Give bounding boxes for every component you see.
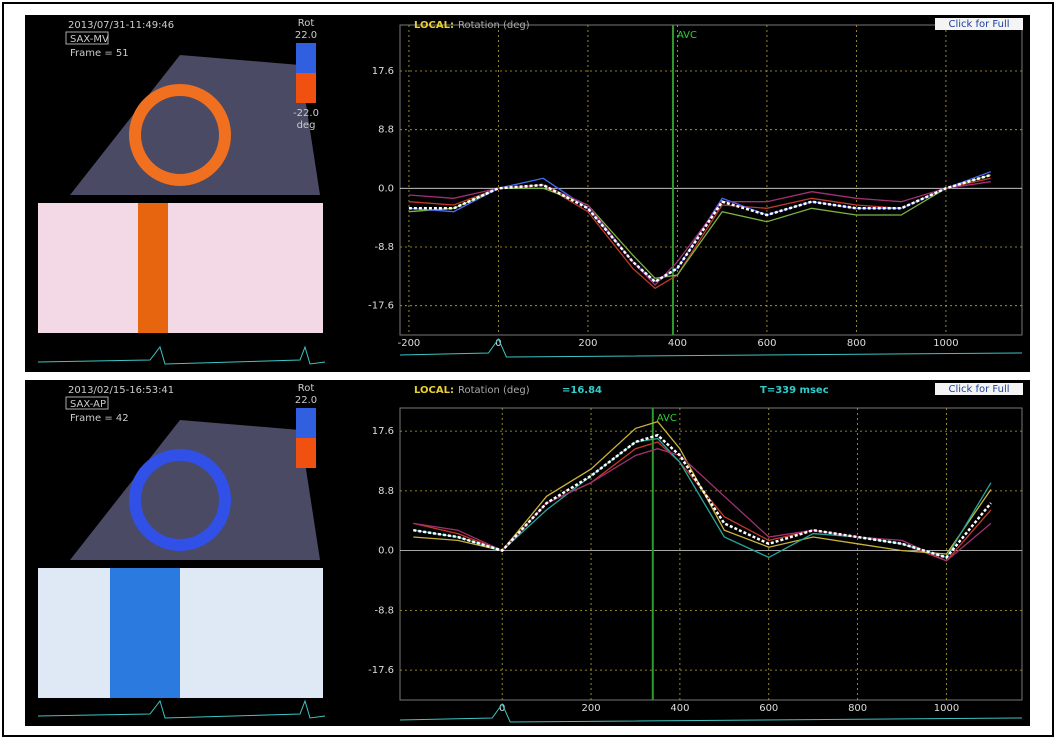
mode-label: LOCAL: bbox=[414, 20, 454, 31]
time-readout: T=339 msec bbox=[760, 385, 829, 396]
y-tick-label: -8.8 bbox=[374, 605, 394, 616]
m-mode bbox=[38, 568, 323, 698]
scale-unit: deg bbox=[297, 120, 316, 131]
mode-label: LOCAL: bbox=[414, 385, 454, 396]
m-mode bbox=[38, 203, 323, 333]
scale-label: Rot bbox=[298, 383, 315, 394]
x-tick-label: 800 bbox=[847, 338, 866, 349]
timestamp: 2013/07/31-11:49:46 bbox=[68, 20, 174, 31]
scale-min: -22.0 bbox=[293, 108, 319, 119]
m-mode-band bbox=[138, 203, 168, 333]
avc-label: AVC bbox=[657, 413, 677, 424]
y-tick-label: -17.6 bbox=[368, 665, 394, 676]
y-tick-label: 0.0 bbox=[378, 546, 394, 557]
x-tick-label: 1000 bbox=[933, 338, 958, 349]
y-tick-label: 17.6 bbox=[372, 426, 394, 437]
scale-bar-bottom bbox=[296, 438, 316, 468]
y-tick-label: 0.0 bbox=[378, 183, 394, 194]
x-tick-label: 1000 bbox=[934, 703, 959, 714]
frame-label: Frame = 42 bbox=[70, 413, 129, 424]
screen: 2013/07/31-11:49:46SAX-MVFrame = 51Rot22… bbox=[0, 0, 1056, 739]
scale-max: 22.0 bbox=[295, 30, 317, 41]
x-tick-label: 600 bbox=[757, 338, 776, 349]
x-tick-label: 200 bbox=[581, 703, 600, 714]
chart-title: Rotation (deg) bbox=[458, 385, 530, 396]
full-button-label[interactable]: Click for Full bbox=[948, 384, 1009, 395]
scale-label: Rot bbox=[298, 18, 315, 29]
scale-max: 22.0 bbox=[295, 395, 317, 406]
chart-title: Rotation (deg) bbox=[458, 20, 530, 31]
timestamp: 2013/02/15-16:53:41 bbox=[68, 385, 174, 396]
scale-bar-top bbox=[296, 408, 316, 438]
full-button-label[interactable]: Click for Full bbox=[948, 19, 1009, 30]
x-tick-label: 400 bbox=[670, 703, 689, 714]
y-tick-label: 8.8 bbox=[378, 486, 394, 497]
y-tick-label: 17.6 bbox=[372, 66, 394, 77]
x-tick-label: 600 bbox=[759, 703, 778, 714]
y-tick-label: -8.8 bbox=[374, 242, 394, 253]
y-tick-label: 8.8 bbox=[378, 125, 394, 136]
scale-bar-bottom bbox=[296, 73, 316, 103]
x-tick-label: -200 bbox=[398, 338, 421, 349]
readout: =16.84 bbox=[562, 385, 602, 396]
avc-label: AVC bbox=[677, 30, 697, 41]
x-tick-label: 400 bbox=[668, 338, 687, 349]
view-label: SAX-MV bbox=[70, 34, 109, 45]
x-tick-label: 200 bbox=[578, 338, 597, 349]
m-mode-band bbox=[110, 568, 180, 698]
scale-bar-top bbox=[296, 43, 316, 73]
y-tick-label: -17.6 bbox=[368, 301, 394, 312]
x-tick-label: 800 bbox=[848, 703, 867, 714]
view-label: SAX-AP bbox=[70, 399, 106, 410]
frame-label: Frame = 51 bbox=[70, 48, 129, 59]
